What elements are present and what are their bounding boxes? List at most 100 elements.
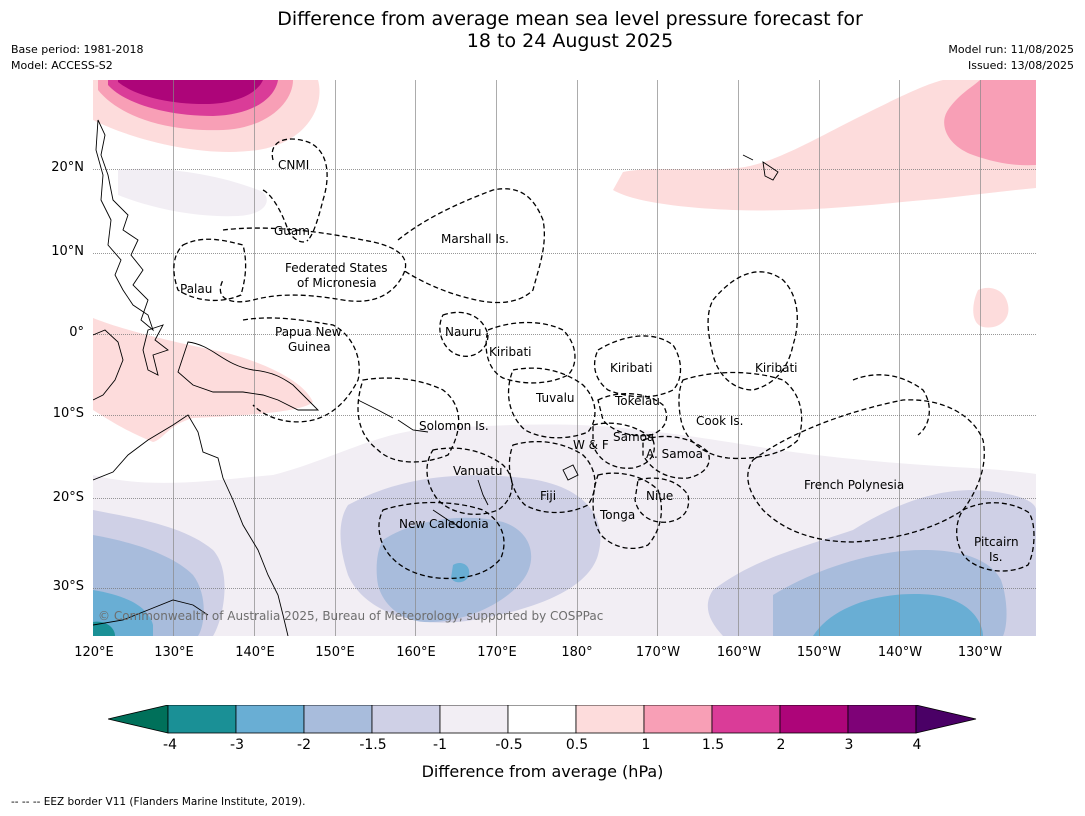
colorbar-segment — [847, 705, 917, 734]
new-guinea-coast — [177, 341, 320, 411]
label-fsm-2: of Micronesia — [297, 276, 377, 290]
label-kiribati-c: Kiribati — [610, 361, 653, 375]
eez-fsm — [219, 227, 407, 303]
eez-tokelau — [597, 393, 668, 437]
label-guam: Guam — [274, 224, 310, 238]
label-palau: Palau — [180, 282, 213, 296]
anomaly-neg-s-9 — [451, 563, 470, 583]
label-pitcairn-1: Pitcairn — [974, 535, 1019, 549]
eez-kiribati-e — [707, 271, 798, 391]
label-niue: Niue — [646, 489, 674, 503]
chart-title: Difference from average mean sea level p… — [0, 8, 1085, 52]
colorbar-segment — [643, 705, 713, 734]
lon-label-160w: 160°W — [716, 645, 762, 660]
colorbar-label: Difference from average (hPa) — [421, 762, 664, 781]
label-marshall: Marshall Is. — [441, 232, 509, 246]
eez-palau — [173, 238, 247, 302]
borneo-coast — [93, 329, 124, 401]
eez-cnmi — [271, 138, 328, 241]
label-vanuatu: Vanuatu — [453, 464, 503, 478]
colorbar-segment — [303, 705, 373, 734]
solomon-coast — [357, 399, 429, 433]
philippines-coast — [95, 119, 154, 332]
colorbar-tick: -1.5 — [359, 737, 387, 753]
anomaly-neg-weak-n — [118, 168, 267, 217]
model-name: Model: ACCESS-S2 — [11, 59, 113, 72]
meta-left: Base period: 1981-2018 Model: ACCESS-S2 — [11, 42, 143, 74]
eez-marshall — [397, 188, 545, 304]
colorbar-tick: -0.5 — [495, 737, 523, 753]
lon-label-130e: 130°E — [154, 645, 194, 660]
label-tuvalu: Tuvalu — [536, 391, 575, 405]
label-new-caledonia: New Caledonia — [399, 517, 489, 531]
eez-cook — [678, 371, 803, 460]
eez-samoa — [592, 422, 655, 469]
label-tonga: Tonga — [600, 508, 636, 522]
anomaly-pos-png — [93, 318, 313, 442]
eez-png — [242, 317, 360, 423]
eez-solomon — [357, 377, 460, 463]
eez-guam — [262, 189, 309, 243]
title-line-1: Difference from average mean sea level p… — [277, 8, 863, 30]
lon-label-180: 180° — [561, 645, 593, 660]
lat-label-0: 0° — [69, 325, 84, 340]
eez-french-polynesia — [747, 399, 985, 543]
colorbar-tick: 4 — [912, 737, 922, 753]
label-png-1: Papua New — [275, 325, 342, 339]
lon-label-120e: 120°E — [74, 645, 114, 660]
label-asamoa: A. Samoa — [646, 447, 703, 461]
anomaly-neg-s-8 — [93, 590, 153, 636]
colorbar-tick: 3 — [844, 737, 854, 753]
lon-label-170w: 170°W — [635, 645, 681, 660]
colorbar-segment — [439, 705, 509, 734]
anomaly-pos-small-e — [973, 287, 1009, 328]
lon-label-150e: 150°E — [315, 645, 355, 660]
lat-label-30s: 30°S — [52, 579, 84, 594]
label-wf: W & F — [573, 438, 609, 452]
issued-date: Issued: 13/08/2025 — [967, 59, 1074, 72]
eez-asamoa — [642, 435, 710, 479]
base-period: Base period: 1981-2018 — [11, 43, 144, 56]
lat-label-20n: 20°N — [51, 160, 84, 175]
colorbar-under-arrow — [108, 705, 169, 734]
map-svg — [93, 80, 1036, 636]
eez-vanuatu — [426, 447, 513, 515]
lat-label-10n: 10°N — [51, 244, 84, 259]
eez-pitcairn — [956, 502, 1035, 572]
meta-right: Model run: 11/08/2025 Issued: 13/08/2025 — [948, 42, 1074, 74]
eez-fiji — [508, 440, 596, 514]
anomaly-neg-s-11 — [93, 621, 115, 636]
eez-tuvalu — [507, 367, 596, 439]
title-line-2: 18 to 24 August 2025 — [466, 30, 674, 52]
colorbar-segment — [167, 705, 237, 734]
eez-tonga — [592, 472, 662, 549]
label-pitcairn-2: Is. — [989, 550, 1003, 564]
colorbar-tick: -3 — [230, 737, 244, 753]
vanuatu-coast — [477, 479, 489, 506]
colorbar-tick: 1.5 — [701, 737, 725, 753]
label-kiribati-e: Kiribati — [755, 361, 798, 375]
new-caledonia-coast — [432, 509, 462, 529]
australia-coast — [93, 414, 289, 636]
eez-far-east — [852, 374, 930, 436]
colorbar-tick: -1 — [433, 737, 447, 753]
lon-label-170e: 170°E — [477, 645, 517, 660]
colorbar-tick: 0.5 — [565, 737, 589, 753]
label-samoa: Samoa — [613, 430, 655, 444]
eez-kiribati-c — [594, 335, 682, 398]
label-cook: Cook Is. — [696, 414, 744, 428]
copyright-text: © Commonwealth of Australia 2025, Bureau… — [98, 609, 604, 623]
colorbar-tick: -4 — [163, 737, 177, 753]
lon-label-160e: 160°E — [396, 645, 436, 660]
label-french-polynesia: French Polynesia — [804, 478, 905, 492]
anomaly-pos-ne-1 — [613, 80, 1036, 211]
anomaly-pos-nw-4 — [118, 80, 263, 104]
eez-nauru — [439, 311, 489, 357]
lat-label-20s: 20°S — [52, 490, 84, 505]
sulawesi-coast — [142, 324, 169, 376]
lat-label-10s: 10°S — [52, 406, 84, 421]
colorbar-segment — [711, 705, 781, 734]
colorbar-segment — [235, 705, 305, 734]
lon-label-140e: 140°E — [235, 645, 275, 660]
colorbar-segment — [575, 705, 645, 734]
